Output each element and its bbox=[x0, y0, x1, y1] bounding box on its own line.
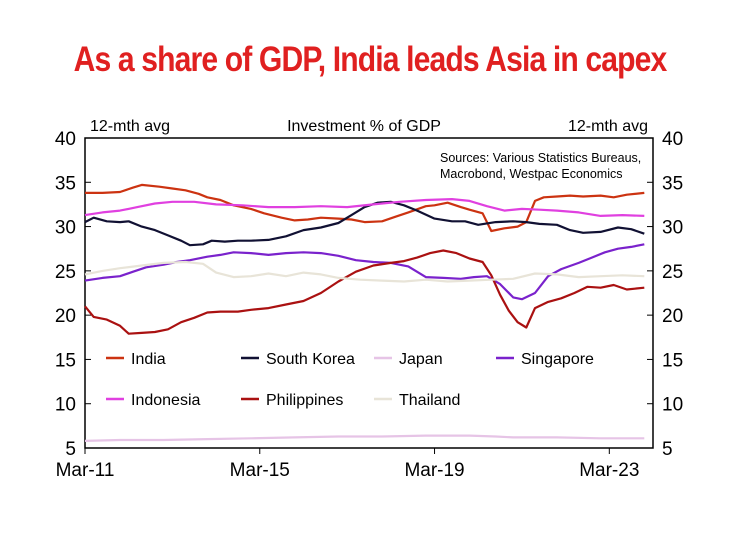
x-tick-label: Mar-15 bbox=[230, 460, 290, 481]
legend-label-india: India bbox=[131, 351, 166, 368]
right-tick-label: 10 bbox=[662, 395, 683, 416]
chart-title: Investment % of GDP bbox=[287, 118, 441, 135]
x-tick-label: Mar-19 bbox=[404, 460, 464, 481]
sources-line-2: Macrobond, Westpac Economics bbox=[440, 167, 623, 181]
right-tick-label: 40 bbox=[662, 129, 683, 150]
legend-label-indonesia: Indonesia bbox=[131, 392, 200, 409]
series-line-japan bbox=[84, 434, 645, 442]
legend-label-thailand: Thailand bbox=[399, 392, 460, 409]
series-line-philippines bbox=[84, 249, 645, 335]
plot-frame bbox=[84, 137, 654, 449]
left-tick-label: 20 bbox=[55, 306, 76, 327]
legend-label-south-korea: South Korea bbox=[266, 351, 355, 368]
series-lines bbox=[84, 183, 645, 442]
left-tick-label: 30 bbox=[55, 218, 76, 239]
legend: India South Korea Japan Singapore Indonesia P… bbox=[106, 351, 594, 409]
left-y-axis: 5 10 15 20 25 30 35 40 bbox=[55, 129, 91, 460]
left-tick-label: 5 bbox=[65, 439, 76, 460]
x-tick-label: Mar-11 bbox=[56, 460, 115, 481]
sources-line-1: Sources: Various Statistics Bureaus, bbox=[440, 151, 641, 165]
left-tick-label: 35 bbox=[55, 173, 76, 194]
series-line-thailand bbox=[84, 260, 645, 283]
right-tick-label: 15 bbox=[662, 350, 683, 371]
right-tick-label: 35 bbox=[662, 173, 683, 194]
left-axis-label: 12-mth avg bbox=[90, 118, 170, 135]
legend-label-japan: Japan bbox=[399, 351, 443, 368]
left-tick-label: 10 bbox=[55, 395, 76, 416]
right-tick-label: 25 bbox=[662, 262, 683, 283]
x-tick-label: Mar-23 bbox=[579, 460, 639, 481]
left-tick-label: 15 bbox=[55, 350, 76, 371]
right-y-axis: 5 10 15 20 25 30 35 40 bbox=[647, 129, 683, 460]
series-line-south-korea bbox=[84, 200, 645, 247]
series-line-india bbox=[85, 183, 645, 233]
right-tick-label: 30 bbox=[662, 218, 683, 239]
left-tick-label: 40 bbox=[55, 129, 76, 150]
x-axis: Mar-11 Mar-15 Mar-19 Mar-23 bbox=[56, 448, 639, 481]
headline: As a share of GDP, India leads Asia in c… bbox=[73, 40, 668, 79]
series-line-indonesia bbox=[84, 198, 645, 217]
legend-label-philippines: Philippines bbox=[266, 392, 343, 409]
right-tick-label: 5 bbox=[662, 439, 673, 460]
series-line-singapore bbox=[84, 243, 645, 301]
right-axis-label: 12-mth avg bbox=[568, 118, 648, 135]
right-tick-label: 20 bbox=[662, 306, 683, 327]
legend-label-singapore: Singapore bbox=[521, 351, 594, 368]
left-tick-label: 25 bbox=[55, 262, 76, 283]
